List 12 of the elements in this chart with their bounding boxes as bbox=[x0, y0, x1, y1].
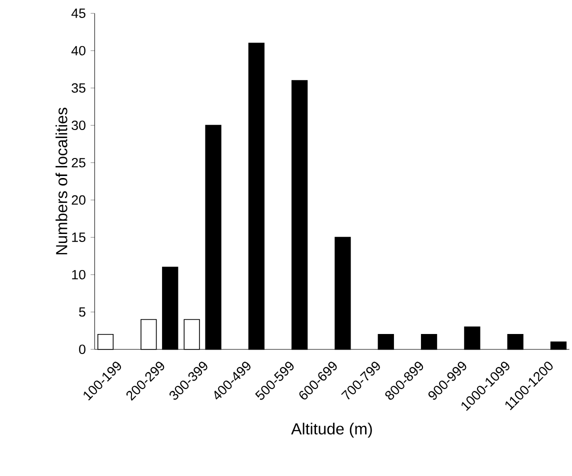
y-tick-label: 15 bbox=[72, 232, 86, 242]
y-tick-label: 25 bbox=[72, 158, 86, 168]
y-tick-label: 45 bbox=[71, 8, 86, 18]
y-tick-label: 0 bbox=[79, 344, 86, 354]
y-tick-label: 5 bbox=[79, 307, 86, 317]
y-axis-title: Numbers of localities bbox=[56, 108, 68, 254]
y-tick-label: 35 bbox=[72, 83, 86, 93]
y-tick-label: 30 bbox=[72, 120, 86, 130]
y-tick-label: 20 bbox=[72, 195, 86, 205]
x-axis-title: Altitude (m) bbox=[291, 422, 372, 438]
y-tick-label: 40 bbox=[71, 46, 86, 56]
y-tick-label: 10 bbox=[72, 270, 86, 280]
